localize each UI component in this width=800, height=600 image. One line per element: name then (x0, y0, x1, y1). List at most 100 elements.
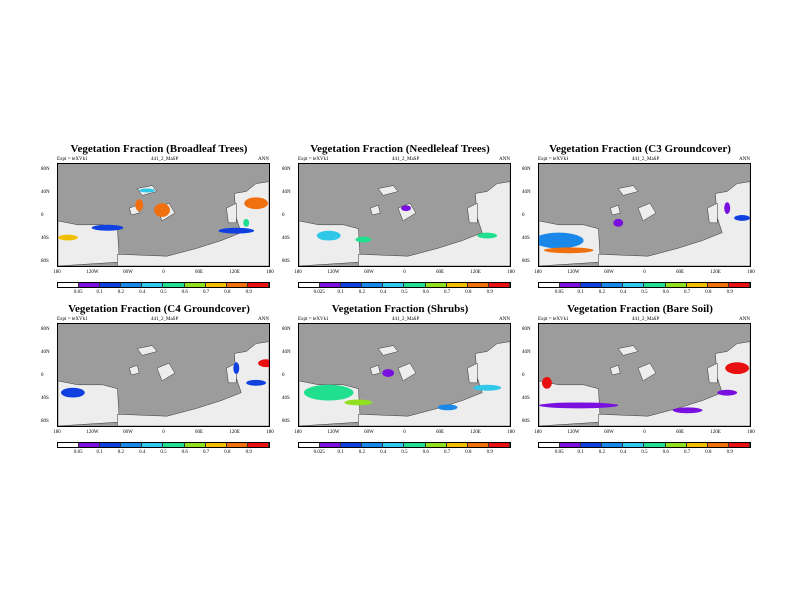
y-axis-label: 40N (41, 190, 50, 195)
experiment-label: Expt = teXVk1 (538, 157, 569, 162)
x-axis-label: 180 (294, 430, 302, 435)
colorbar-swatch (184, 443, 206, 447)
y-axis-label: 40N (41, 350, 50, 355)
colorbar-label: 0.1 (577, 450, 584, 455)
x-axis-label: 0 (403, 270, 406, 275)
vegetation-fraction-region (672, 407, 703, 414)
vegetation-fraction-region (91, 224, 124, 231)
vegetation-fraction-region (344, 399, 373, 406)
season-label: ANN (258, 317, 269, 322)
colorbar-swatch (362, 283, 384, 287)
colorbar-swatch (665, 443, 687, 447)
colorbar-swatch (247, 443, 269, 447)
x-axis-label: 180 (747, 430, 755, 435)
vegetation-fraction-region (717, 389, 738, 396)
x-axis-label: 180 (53, 270, 61, 275)
colorbar-label: 0.4 (139, 290, 146, 295)
colorbar-label: 0.6 (422, 450, 429, 455)
y-axis-label: 80S (282, 259, 290, 264)
x-axis-label: 60E (194, 430, 204, 435)
colorbar (538, 442, 751, 448)
y-axis-label: 80N (282, 327, 291, 332)
colorbar-label: 0.5 (401, 450, 408, 455)
x-axis-label: 180 (507, 430, 515, 435)
x-axis-label: 180 (534, 430, 542, 435)
y-axis-label: 80N (41, 327, 50, 332)
colorbar-swatch (163, 443, 185, 447)
colorbar-label: 0.7 (683, 450, 691, 455)
colorbar-swatch (728, 283, 750, 287)
colorbar-swatch (467, 443, 489, 447)
season-label: ANN (258, 157, 269, 162)
experiment-label: Expt = teXVk1 (57, 157, 88, 162)
y-axis-label: 40N (522, 190, 531, 195)
colorbar-label: 0.9 (486, 290, 493, 295)
panel-title: Vegetation Fraction (C4 Groundcover) (68, 303, 250, 315)
experiment-label: Expt = teXVk1 (57, 317, 88, 322)
map-plot (538, 323, 751, 427)
colorbar-label: 0.7 (202, 290, 210, 295)
colorbar-label: 0.1 (96, 290, 103, 295)
colorbar-swatch (362, 443, 384, 447)
x-axis-label: 60E (194, 270, 204, 275)
colorbar-swatch (728, 443, 750, 447)
colorbar-swatch (404, 283, 426, 287)
x-axis-label: 60W (604, 430, 614, 435)
y-axis-label: 40S (41, 236, 49, 241)
colorbar-swatch (184, 283, 206, 287)
vegetation-fraction-region (539, 232, 584, 249)
colorbar (538, 282, 751, 288)
x-axis-label: 0 (162, 430, 165, 435)
colorbar-swatch (488, 443, 510, 447)
vegetation-fraction-region (734, 215, 750, 221)
map-plot (57, 163, 270, 267)
colorbar-swatch (299, 283, 321, 287)
season-label: ANN (499, 157, 510, 162)
colorbar-swatch (341, 443, 363, 447)
x-axis-label: 60W (123, 430, 133, 435)
colorbar-swatch (425, 443, 447, 447)
colorbar-swatch (560, 283, 582, 287)
colorbar-swatch (79, 283, 101, 287)
colorbar-swatch (163, 283, 185, 287)
vegetation-fraction-region (135, 199, 144, 212)
colorbar-swatch (226, 283, 248, 287)
run-label: 441_2_MaSP (632, 157, 660, 162)
vegetation-fraction-region (382, 369, 395, 377)
x-axis-label: 60E (675, 270, 685, 275)
vegetation-fraction-region (139, 188, 156, 193)
x-axis-label: 180 (53, 430, 61, 435)
map-panel: Vegetation Fraction (Bare Soil) Expt = t… (520, 303, 760, 455)
panel-title: Vegetation Fraction (Shrubs) (331, 303, 469, 315)
x-axis-label: 180 (294, 270, 302, 275)
colorbar-swatch (602, 283, 624, 287)
colorbar-label: 0.025 (313, 450, 325, 455)
colorbar (57, 282, 270, 288)
season-label: ANN (739, 157, 750, 162)
colorbar-label: 0.4 (620, 290, 627, 295)
y-axis-label: 0 (41, 373, 44, 378)
colorbar-swatch (644, 283, 666, 287)
x-axis-label: 180 (534, 270, 542, 275)
colorbar-label: 0.2 (358, 290, 366, 295)
colorbar-label: 0.2 (117, 450, 125, 455)
y-axis-label: 80S (522, 419, 530, 424)
colorbar-label: 0.8 (465, 290, 472, 295)
colorbar-swatch (581, 283, 603, 287)
colorbar-label: 0.1 (337, 290, 344, 295)
colorbar-swatch (205, 443, 227, 447)
map-panel: Vegetation Fraction (Shrubs) Expt = teXV… (280, 303, 520, 455)
colorbar-label: 0.8 (705, 450, 712, 455)
map-panel: Vegetation Fraction (Broadleaf Trees) Ex… (39, 143, 279, 295)
y-axis-label: 80N (522, 167, 531, 172)
vegetation-fraction-region (233, 362, 240, 375)
land-area (610, 185, 718, 224)
colorbar-label: 0.5 (401, 290, 408, 295)
colorbar-label: 0.7 (443, 290, 451, 295)
x-axis-label: 60E (435, 430, 445, 435)
y-axis-label: 40S (282, 396, 290, 401)
x-axis-label: 180 (507, 270, 515, 275)
run-label: 441_2_MaSP (392, 157, 420, 162)
y-axis-label: 40S (522, 396, 530, 401)
colorbar-label: 0.6 (662, 290, 669, 295)
